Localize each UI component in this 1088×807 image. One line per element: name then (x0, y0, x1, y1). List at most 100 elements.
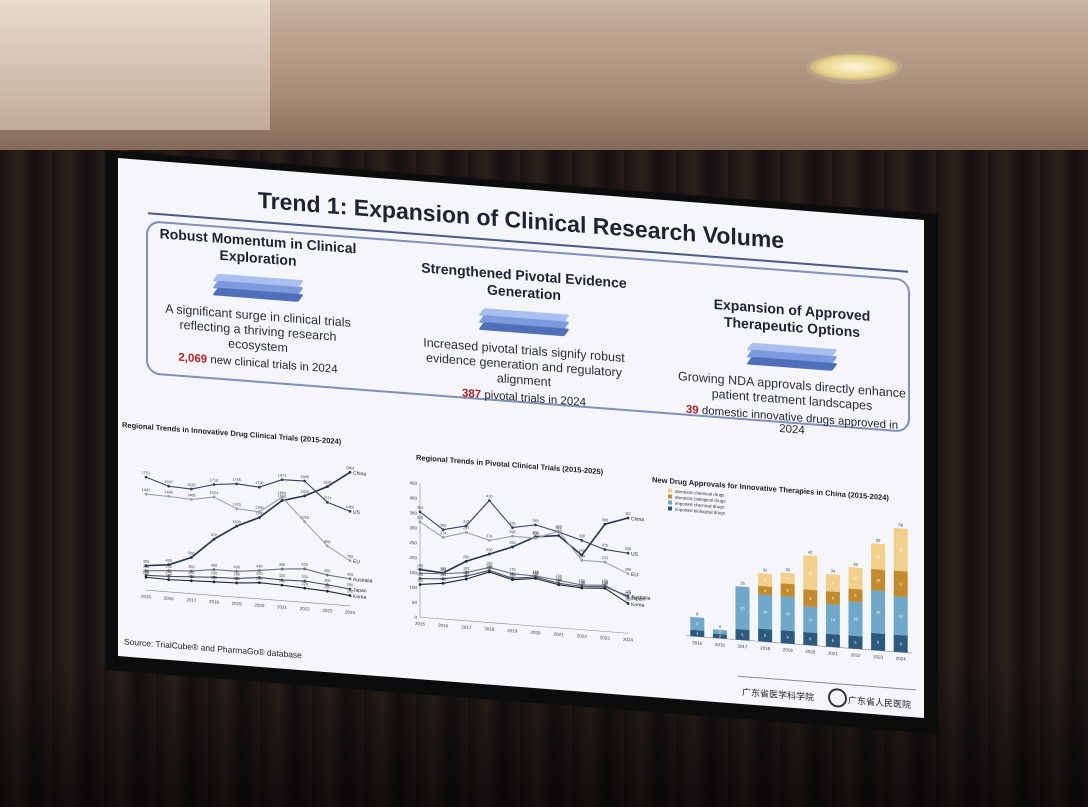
segment-label: 6 (809, 637, 811, 641)
data-label: 220 (301, 582, 307, 586)
segment-label: 18 (899, 614, 903, 618)
data-point (557, 529, 561, 533)
data-label: 350 (188, 565, 194, 569)
data-label: 387 (625, 512, 631, 516)
data-label: 295 (532, 532, 538, 536)
data-point (280, 495, 284, 499)
bar-total-label: 33 (785, 567, 790, 572)
bar-segment (871, 590, 886, 634)
data-point (189, 569, 193, 573)
segment-label: 6 (832, 639, 834, 643)
data-label: 490 (279, 563, 285, 567)
x-tick-label: 2021 (828, 651, 838, 657)
series-line-eu (145, 493, 351, 562)
data-point (212, 495, 216, 499)
bar-segment (803, 555, 818, 591)
layers-icon (746, 342, 838, 374)
data-point (235, 581, 239, 585)
seal-icon (828, 687, 847, 709)
segment-label: 10 (853, 577, 857, 581)
data-point (325, 544, 329, 548)
data-label: 1873 (278, 473, 286, 478)
data-label: 354 (417, 506, 423, 510)
y-tick-label: 250 (409, 540, 417, 546)
x-axis (146, 589, 350, 607)
data-point (487, 552, 491, 556)
bar-total-label: 42 (808, 549, 813, 554)
legend-swatch (668, 506, 672, 511)
series-line-us (145, 476, 351, 512)
layers-icon (212, 273, 304, 304)
data-label: 290 (233, 572, 239, 576)
data-point (487, 538, 491, 542)
stat-text: pivotal trials in 2024 (481, 388, 587, 410)
data-point (580, 586, 584, 590)
data-label: 240 (279, 579, 285, 583)
data-label: 1620 (187, 483, 195, 488)
data-point (167, 563, 171, 567)
data-label: 330 (301, 575, 307, 579)
data-label: 325 (555, 525, 561, 529)
data-point (487, 499, 491, 502)
legend-label: imported biological drugs (675, 507, 726, 516)
data-label: 140 (579, 582, 585, 586)
data-label: 276 (486, 534, 492, 538)
series-line-australia (419, 569, 629, 597)
data-label: 100 (625, 597, 631, 601)
bar-segment (871, 632, 886, 652)
bar-segment (848, 588, 863, 603)
segment-label: 12 (808, 618, 812, 622)
data-point (603, 560, 607, 564)
bar-segment (758, 572, 773, 587)
legend-label: imported chemical drugs (675, 501, 725, 510)
x-tick-label: 2024 (896, 656, 906, 662)
bar-segment (893, 527, 908, 572)
x-tick-label: 2022 (300, 606, 310, 612)
data-point (257, 581, 261, 585)
data-label: 145 (579, 580, 585, 584)
data-label: 300 (579, 534, 585, 538)
data-point (212, 568, 216, 571)
data-point (280, 567, 284, 571)
x-tick-label: 2018 (209, 599, 219, 605)
x-tick-label: 2016 (438, 623, 448, 629)
segment-label: 2 (719, 635, 721, 639)
data-point (464, 571, 468, 574)
bar-segment (825, 590, 840, 605)
y-tick-label: 350 (409, 510, 417, 516)
data-point (441, 581, 445, 585)
data-point (189, 579, 193, 583)
segment-label: 16 (853, 617, 857, 621)
data-label: 330 (256, 571, 262, 575)
y-tick-label: 50 (412, 600, 417, 605)
segment-label: 3 (696, 632, 698, 636)
data-label: 160 (532, 572, 538, 576)
data-label: 233 (602, 556, 608, 560)
data-label: 900 (324, 540, 330, 544)
data-label: 145 (602, 582, 608, 586)
legend-label: domestic biological drugs (675, 495, 726, 504)
series-line-eu (419, 521, 629, 575)
bar-segment (871, 568, 886, 592)
data-point (626, 551, 630, 555)
data-label: 1100 (233, 520, 241, 525)
data-point (441, 528, 445, 532)
data-point (257, 510, 261, 514)
bar-segment (735, 628, 750, 641)
data-point (280, 499, 284, 502)
series-line-japan (419, 566, 629, 598)
x-tick-label: 2023 (600, 635, 610, 641)
y-tick-label: 300 (409, 525, 417, 531)
data-label: 1460 (187, 493, 195, 498)
x-tick-label: 2021 (554, 632, 564, 638)
data-label: 1350 (255, 505, 263, 510)
bar-segment (825, 633, 840, 648)
data-label: 420 (165, 559, 171, 563)
data-label: 130 (417, 572, 423, 576)
data-label: 165 (532, 571, 538, 575)
series-label: Japan (353, 587, 367, 594)
data-label: 1577 (323, 496, 331, 501)
bar-total-label: 25 (740, 581, 745, 586)
bar-segment (758, 628, 773, 643)
legend-swatch (668, 488, 672, 493)
